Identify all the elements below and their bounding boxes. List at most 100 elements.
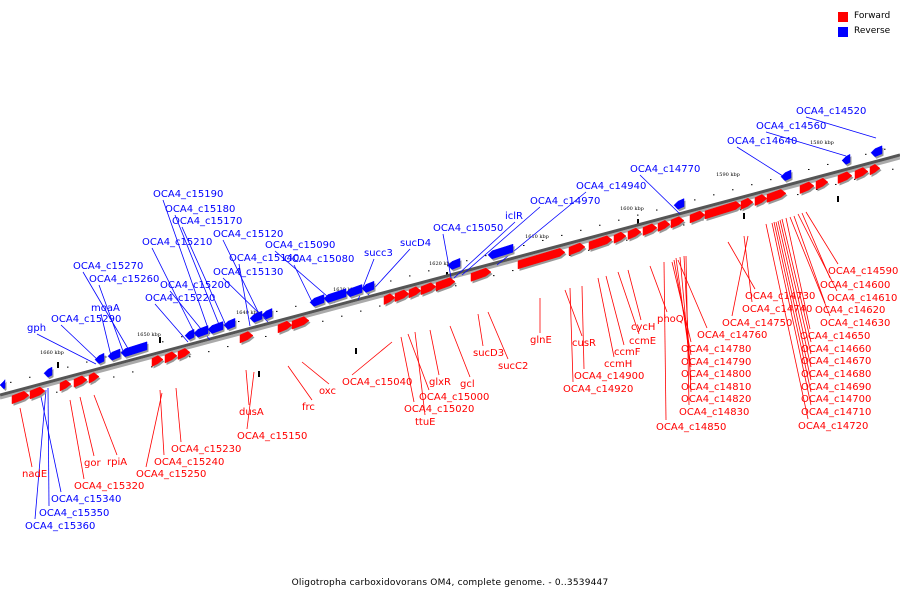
forward-gene-arrow[interactable] (704, 201, 742, 220)
reverse-gene-label[interactable]: OCA4_c14770 (630, 164, 700, 175)
reverse-gene-label[interactable]: sucD4 (400, 238, 431, 249)
reverse-gene-label[interactable]: OCA4_c14560 (756, 121, 826, 132)
forward-gene-arrow[interactable] (59, 379, 72, 392)
forward-gene-label[interactable]: OCA4_c14590 (828, 266, 898, 277)
forward-gene-label[interactable]: OCA4_c14650 (800, 331, 870, 342)
reverse-gene-arrow[interactable] (487, 243, 514, 260)
reverse-gene-label[interactable]: OCA4_c15080 (284, 254, 354, 265)
reverse-gene-label[interactable]: OCA4_c15220 (145, 293, 215, 304)
reverse-gene-label[interactable]: iclR (505, 211, 523, 222)
forward-gene-arrow[interactable] (740, 197, 754, 210)
forward-gene-arrow[interactable] (239, 331, 254, 344)
forward-gene-label[interactable]: OCA4_c15150 (237, 431, 307, 442)
reverse-gene-arrow[interactable] (841, 153, 851, 165)
reverse-gene-arrow[interactable] (309, 294, 325, 307)
forward-gene-label[interactable]: OCA4_c14800 (681, 369, 751, 380)
reverse-gene-arrow[interactable] (780, 169, 792, 182)
forward-gene-label[interactable]: OCA4_c14760 (697, 330, 767, 341)
reverse-gene-arrow[interactable] (120, 341, 148, 358)
forward-gene-arrow[interactable] (627, 227, 642, 240)
forward-gene-label[interactable]: OCA4_c14920 (563, 384, 633, 395)
forward-gene-label[interactable]: OCA4_c14710 (801, 407, 871, 418)
forward-gene-arrow[interactable] (642, 223, 658, 236)
reverse-gene-arrow[interactable] (43, 366, 53, 378)
reverse-gene-label[interactable]: OCA4_c15130 (213, 267, 283, 278)
forward-gene-arrow[interactable] (29, 386, 46, 400)
forward-gene-label[interactable]: OCA4_c14820 (681, 394, 751, 405)
forward-gene-arrow[interactable] (670, 216, 685, 229)
forward-gene-arrow[interactable] (766, 189, 787, 203)
forward-gene-arrow[interactable] (568, 242, 586, 256)
forward-gene-label[interactable]: OCA4_c14850 (656, 422, 726, 433)
reverse-gene-label[interactable]: OCA4_c14970 (530, 196, 600, 207)
forward-gene-arrow[interactable] (435, 277, 456, 292)
forward-gene-arrow[interactable] (291, 316, 310, 330)
reverse-gene-label[interactable]: OCA4_c14520 (796, 106, 866, 117)
forward-gene-arrow[interactable] (815, 177, 829, 190)
forward-gene-label[interactable]: sucD3 (473, 348, 504, 359)
forward-gene-label[interactable]: OCA4_c15250 (136, 469, 206, 480)
forward-gene-arrow[interactable] (394, 289, 410, 303)
forward-gene-label[interactable]: OCA4_c14630 (820, 318, 890, 329)
forward-gene-label[interactable]: OCA4_c15240 (154, 457, 224, 468)
reverse-gene-arrow[interactable] (193, 325, 209, 338)
reverse-gene-label[interactable]: OCA4_c15290 (51, 314, 121, 325)
reverse-gene-label[interactable]: OCA4_c14940 (576, 181, 646, 192)
forward-gene-label[interactable]: OCA4_c14690 (801, 382, 871, 393)
forward-gene-arrow[interactable] (408, 286, 422, 299)
forward-gene-label[interactable]: phoQ (657, 314, 684, 325)
reverse-gene-label[interactable]: OCA4_c14640 (727, 136, 797, 147)
forward-gene-label[interactable]: ccmF (614, 347, 641, 358)
forward-gene-label[interactable]: OCA4_c14900 (574, 371, 644, 382)
reverse-gene-label[interactable]: moaA (91, 303, 120, 314)
reverse-gene-arrow[interactable] (94, 352, 105, 364)
forward-gene-label[interactable]: OCA4_c14670 (801, 356, 871, 367)
forward-gene-label[interactable]: OCA4_c14750 (722, 318, 792, 329)
reverse-gene-label[interactable]: OCA4_c15120 (213, 229, 283, 240)
reverse-gene-label[interactable]: gph (27, 323, 46, 334)
reverse-gene-arrow[interactable] (673, 198, 685, 210)
forward-gene-arrow[interactable] (277, 320, 293, 334)
forward-gene-arrow[interactable] (799, 181, 815, 195)
forward-gene-arrow[interactable] (151, 355, 164, 367)
forward-gene-arrow[interactable] (517, 248, 566, 270)
reverse-gene-arrow[interactable] (207, 321, 224, 334)
forward-gene-arrow[interactable] (837, 171, 853, 184)
forward-gene-arrow[interactable] (420, 282, 437, 296)
forward-gene-label[interactable]: ccmE (629, 336, 656, 347)
forward-gene-label[interactable]: gor (84, 458, 101, 469)
reverse-gene-label[interactable]: OCA4_c15360 (25, 521, 95, 532)
forward-gene-arrow[interactable] (657, 220, 671, 232)
forward-gene-arrow[interactable] (754, 194, 768, 207)
forward-gene-label[interactable]: OCA4_c15040 (342, 377, 412, 388)
forward-gene-label[interactable]: oxc (319, 386, 336, 397)
forward-gene-label[interactable]: rpiA (107, 457, 127, 468)
forward-gene-label[interactable]: OCA4_c14610 (827, 293, 897, 304)
forward-gene-label[interactable]: OCA4_c14810 (681, 382, 751, 393)
reverse-gene-label[interactable]: OCA4_c15340 (51, 494, 121, 505)
forward-gene-arrow[interactable] (383, 293, 396, 305)
forward-gene-label[interactable]: OCA4_c14720 (798, 421, 868, 432)
forward-gene-arrow[interactable] (613, 231, 627, 244)
forward-gene-arrow[interactable] (869, 164, 881, 176)
forward-gene-label[interactable]: nadE (22, 469, 47, 480)
forward-gene-label[interactable]: OCA4_c14620 (815, 305, 885, 316)
forward-gene-label[interactable]: OCA4_c14730 (745, 291, 815, 302)
forward-gene-label[interactable]: sucC2 (498, 361, 528, 372)
forward-gene-label[interactable]: cusR (572, 338, 596, 349)
forward-gene-label[interactable]: ccmH (604, 359, 632, 370)
forward-gene-label[interactable]: cycH (631, 322, 655, 333)
reverse-gene-label[interactable]: OCA4_c15200 (160, 280, 230, 291)
reverse-gene-label[interactable]: OCA4_c15140 (229, 253, 299, 264)
reverse-gene-label[interactable]: OCA4_c15050 (433, 223, 503, 234)
reverse-gene-label[interactable]: OCA4_c15170 (172, 216, 242, 227)
reverse-gene-arrow[interactable] (447, 257, 461, 270)
forward-gene-arrow[interactable] (88, 372, 100, 384)
reverse-gene-label[interactable]: OCA4_c15210 (142, 237, 212, 248)
reverse-gene-arrow[interactable] (345, 284, 363, 298)
reverse-gene-label[interactable]: succ3 (364, 248, 393, 259)
reverse-gene-label[interactable]: OCA4_c15350 (39, 508, 109, 519)
forward-gene-label[interactable]: OCA4_c14600 (820, 280, 890, 291)
forward-gene-label[interactable]: OCA4_c15320 (74, 481, 144, 492)
reverse-gene-label[interactable]: OCA4_c15090 (265, 240, 335, 251)
